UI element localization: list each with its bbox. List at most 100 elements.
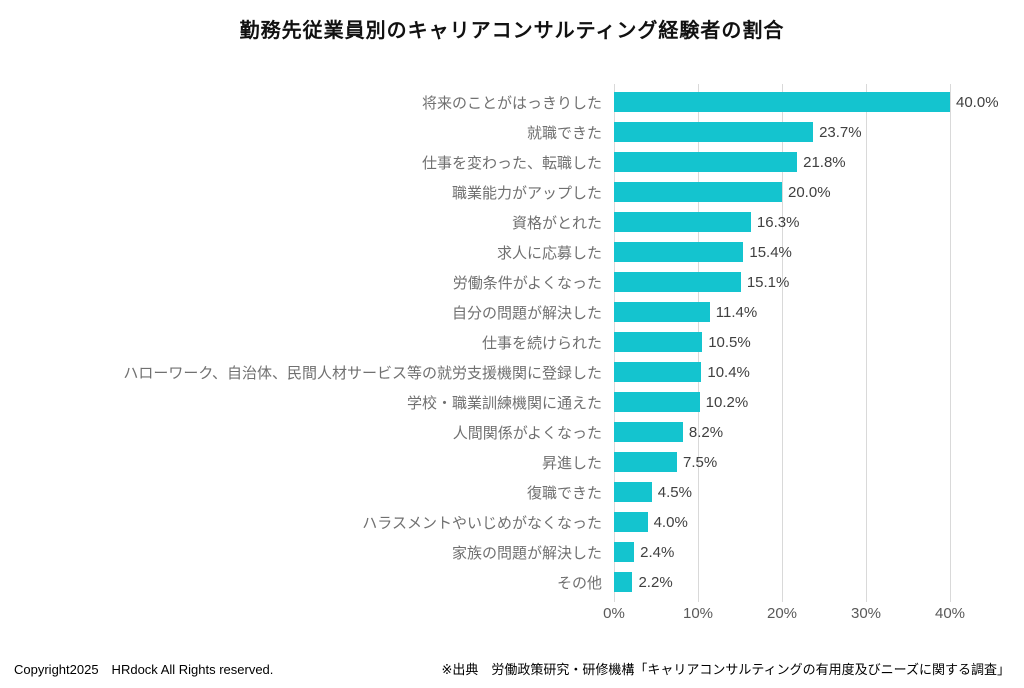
bar-area: 4.5% — [614, 477, 1024, 507]
category-label: 仕事を続けられた — [481, 334, 602, 352]
bar-row: 将来のことがはっきりした 40.0% — [0, 87, 1024, 117]
x-tick-label: 20% — [766, 605, 798, 622]
bar — [614, 182, 782, 202]
bar-row: 仕事を変わった、転職した 21.8% — [0, 147, 1024, 177]
value-label: 21.8% — [803, 153, 846, 171]
bar — [614, 212, 751, 232]
category-label: 資格がとれた — [511, 214, 602, 232]
category-label: ハローワーク、自治体、民間人材サービス等の就労支援機関に登録した — [123, 364, 602, 382]
x-tick-label: 40% — [934, 605, 966, 622]
category-label: 復職できた — [526, 484, 602, 502]
gridline — [782, 84, 783, 602]
bar — [614, 422, 683, 442]
bar — [614, 92, 950, 112]
bar-area: 21.8% — [614, 147, 1024, 177]
category-label: 職業能力がアップした — [451, 184, 602, 202]
value-label: 11.4% — [715, 303, 758, 321]
category-label: 自分の問題が解決した — [451, 304, 602, 322]
bar-chart: 将来のことがはっきりした 40.0% 就職できた 23.7% 仕事を変わった、転職した 2… — [0, 84, 1024, 622]
value-label: 23.7% — [819, 123, 862, 141]
bar-area: 20.0% — [614, 177, 1024, 207]
value-label: 7.5% — [683, 453, 718, 471]
bar-row: 自分の問題が解決した 11.4% — [0, 297, 1024, 327]
category-label: 将来のことがはっきりした — [421, 94, 602, 112]
footer: Copyright2025 HRdock All Rights reserved… — [0, 659, 1024, 678]
category-label: 労働条件がよくなった — [452, 274, 602, 292]
bar-area: 10.5% — [614, 327, 1024, 357]
value-label: 10.2% — [705, 393, 749, 411]
value-label: 16.3% — [756, 213, 800, 231]
source-text: ※出典 労働政策研究・研修機構「キャリアコンサルティングの有用度及びニーズに関す… — [441, 662, 1010, 677]
bar-area: 15.1% — [614, 267, 1024, 297]
bar — [614, 362, 702, 382]
chart-title: 勤務先従業員別のキャリアコンサルティング経験者の割合 — [239, 20, 785, 42]
value-label: 2.2% — [638, 573, 673, 591]
bar-area: 16.3% — [614, 207, 1024, 237]
gridline — [866, 84, 867, 602]
bar — [614, 122, 814, 142]
bar — [614, 332, 703, 352]
bar-area: 40.0% — [614, 87, 1024, 117]
bar-area: 2.2% — [614, 567, 1024, 597]
category-label: 家族の問題が解決した — [451, 544, 602, 562]
value-label: 40.0% — [956, 93, 999, 111]
bar-area: 7.5% — [614, 447, 1024, 477]
value-label: 4.5% — [657, 483, 692, 501]
bar — [614, 272, 741, 292]
category-label: 学校・職業訓練機関に通えた — [406, 394, 602, 412]
category-label: 仕事を変わった、転職した — [421, 154, 602, 172]
category-label: ハラスメントやいじめがなくなった — [362, 514, 602, 532]
x-axis: 0% 10% 20% 30% 40% — [603, 597, 1024, 623]
bar — [614, 482, 652, 502]
bar-row: 求人に応募した 15.4% — [0, 237, 1024, 267]
bar — [614, 392, 700, 412]
bar — [614, 152, 798, 172]
bar — [614, 452, 677, 472]
bar-area: 2.4% — [614, 537, 1024, 567]
bar-row: 家族の問題が解決した 2.4% — [0, 537, 1024, 567]
bar — [614, 572, 633, 592]
value-label: 10.4% — [707, 363, 750, 381]
bar — [614, 302, 710, 322]
bar-row: ハローワーク、自治体、民間人材サービス等の就労支援機関に登録した 10.4% — [0, 357, 1024, 387]
bar-row: 人間関係がよくなった 8.2% — [0, 417, 1024, 447]
category-label: その他 — [556, 574, 602, 592]
value-label: 15.4% — [749, 243, 792, 261]
bar-row: その他 2.2% — [0, 567, 1024, 597]
value-label: 8.2% — [688, 423, 724, 441]
bar-row: 資格がとれた 16.3% — [0, 207, 1024, 237]
bar-area: 10.2% — [614, 387, 1024, 417]
bar-area: 4.0% — [614, 507, 1024, 537]
bar-row: 就職できた 23.7% — [0, 117, 1024, 147]
value-label: 15.1% — [746, 273, 790, 291]
category-label: 人間関係がよくなった — [452, 424, 602, 442]
category-label: 就職できた — [526, 124, 602, 142]
bar-row: ハラスメントやいじめがなくなった 4.0% — [0, 507, 1024, 537]
bar-area: 8.2% — [614, 417, 1024, 447]
bar-row: 復職できた 4.5% — [0, 477, 1024, 507]
copyright-text: Copyright2025 HRdock All Rights reserved… — [14, 662, 274, 677]
category-label: 求人に応募した — [496, 244, 602, 262]
x-tick-label: 30% — [850, 605, 882, 622]
bar-row: 労働条件がよくなった 15.1% — [0, 267, 1024, 297]
bar-row: 仕事を続けられた 10.5% — [0, 327, 1024, 357]
value-label: 4.0% — [653, 513, 688, 531]
x-tick-label: 0% — [603, 605, 625, 622]
value-label: 2.4% — [640, 543, 675, 561]
bar-area: 10.4% — [614, 357, 1024, 387]
bar — [614, 512, 648, 532]
value-label: 20.0% — [788, 183, 831, 201]
bar-area: 11.4% — [614, 297, 1024, 327]
bar — [614, 242, 744, 262]
value-label: 10.5% — [708, 333, 751, 351]
bar-row: 昇進した 7.5% — [0, 447, 1024, 477]
bar-area: 23.7% — [614, 117, 1024, 147]
category-label: 昇進した — [541, 454, 602, 472]
x-tick-label: 10% — [682, 605, 714, 622]
bar-area: 15.4% — [614, 237, 1024, 267]
chart-rows: 将来のことがはっきりした 40.0% 就職できた 23.7% 仕事を変わった、転職した 2… — [0, 87, 1024, 597]
bar — [614, 542, 635, 562]
bar-row: 職業能力がアップした 20.0% — [0, 177, 1024, 207]
gridline — [950, 84, 951, 602]
bar-row: 学校・職業訓練機関に通えた 10.2% — [0, 387, 1024, 417]
